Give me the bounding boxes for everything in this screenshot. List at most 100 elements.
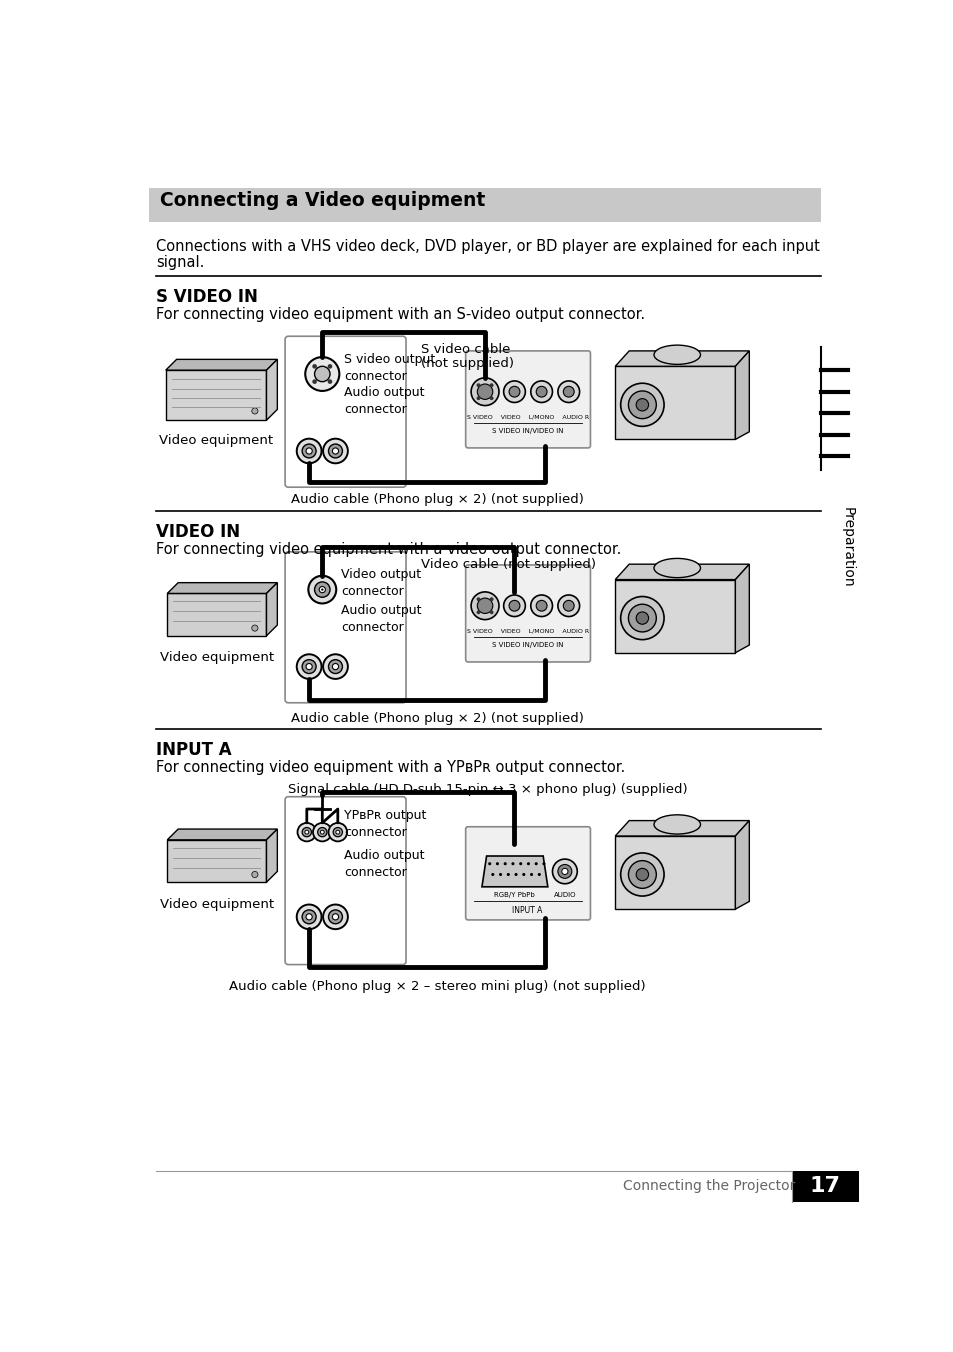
Circle shape bbox=[332, 448, 338, 454]
Circle shape bbox=[306, 448, 312, 454]
Text: Connections with a VHS video deck, DVD player, or BD player are explained for ea: Connections with a VHS video deck, DVD p… bbox=[156, 239, 820, 254]
Text: Video equipment: Video equipment bbox=[160, 652, 274, 664]
Circle shape bbox=[514, 873, 517, 876]
Circle shape bbox=[562, 387, 574, 397]
Circle shape bbox=[327, 380, 332, 384]
Circle shape bbox=[628, 604, 656, 631]
Circle shape bbox=[328, 823, 347, 841]
FancyBboxPatch shape bbox=[285, 337, 406, 487]
Circle shape bbox=[511, 863, 514, 865]
FancyBboxPatch shape bbox=[465, 827, 590, 919]
Text: Audio output
connector: Audio output connector bbox=[344, 385, 424, 416]
Text: S VIDEO IN/VIDEO IN: S VIDEO IN/VIDEO IN bbox=[492, 642, 563, 648]
Circle shape bbox=[297, 823, 315, 841]
Circle shape bbox=[489, 598, 493, 602]
Text: S VIDEO    VIDEO    L/MONO    AUDIO R: S VIDEO VIDEO L/MONO AUDIO R bbox=[466, 415, 588, 420]
Circle shape bbox=[636, 612, 648, 625]
Polygon shape bbox=[166, 370, 266, 420]
Text: INPUT A: INPUT A bbox=[156, 741, 232, 760]
Circle shape bbox=[319, 587, 325, 592]
Circle shape bbox=[476, 598, 493, 614]
Circle shape bbox=[506, 873, 509, 876]
Polygon shape bbox=[735, 564, 748, 653]
Circle shape bbox=[327, 364, 332, 369]
Circle shape bbox=[558, 595, 579, 617]
Ellipse shape bbox=[654, 558, 700, 577]
Circle shape bbox=[509, 387, 519, 397]
Circle shape bbox=[558, 864, 571, 879]
Circle shape bbox=[636, 868, 648, 880]
Circle shape bbox=[489, 610, 493, 614]
Circle shape bbox=[628, 391, 656, 419]
Text: INPUT A: INPUT A bbox=[512, 906, 542, 915]
Circle shape bbox=[302, 660, 315, 673]
Text: RGB/Y PbPb: RGB/Y PbPb bbox=[494, 892, 535, 898]
Circle shape bbox=[296, 438, 321, 464]
Circle shape bbox=[491, 873, 494, 876]
Text: Signal cable (HD D-sub 15-pin ↔ 3 × phono plug) (supplied): Signal cable (HD D-sub 15-pin ↔ 3 × phon… bbox=[288, 783, 687, 796]
Polygon shape bbox=[615, 580, 735, 653]
Text: YPʙPʀ output
connector: YPʙPʀ output connector bbox=[344, 810, 426, 840]
Text: S VIDEO    VIDEO    L/MONO    AUDIO R: S VIDEO VIDEO L/MONO AUDIO R bbox=[466, 629, 588, 634]
Circle shape bbox=[536, 387, 546, 397]
Text: (not supplied): (not supplied) bbox=[421, 357, 514, 370]
Circle shape bbox=[302, 443, 315, 458]
Circle shape bbox=[530, 381, 552, 403]
Circle shape bbox=[530, 595, 552, 617]
Text: Audio output
connector: Audio output connector bbox=[344, 849, 424, 880]
Text: Preparation: Preparation bbox=[840, 507, 854, 588]
Circle shape bbox=[305, 357, 339, 391]
Circle shape bbox=[537, 873, 540, 876]
Text: Connecting the Projector: Connecting the Projector bbox=[622, 1179, 795, 1194]
Circle shape bbox=[488, 863, 491, 865]
Circle shape bbox=[312, 380, 316, 384]
Circle shape bbox=[509, 600, 519, 611]
Circle shape bbox=[296, 654, 321, 679]
Circle shape bbox=[530, 873, 533, 876]
Polygon shape bbox=[615, 821, 748, 836]
FancyBboxPatch shape bbox=[285, 796, 406, 964]
Text: VIDEO IN: VIDEO IN bbox=[156, 523, 240, 541]
Polygon shape bbox=[615, 836, 735, 909]
Circle shape bbox=[536, 600, 546, 611]
Circle shape bbox=[296, 904, 321, 929]
Circle shape bbox=[317, 827, 327, 837]
Text: Audio output
connector: Audio output connector bbox=[340, 604, 421, 634]
Circle shape bbox=[323, 438, 348, 464]
Circle shape bbox=[542, 863, 545, 865]
Polygon shape bbox=[735, 821, 748, 909]
Circle shape bbox=[306, 664, 312, 669]
Circle shape bbox=[320, 830, 324, 834]
FancyBboxPatch shape bbox=[149, 188, 821, 222]
Circle shape bbox=[489, 396, 493, 400]
Circle shape bbox=[323, 904, 348, 929]
Text: Audio cable (Phono plug × 2) (not supplied): Audio cable (Phono plug × 2) (not suppli… bbox=[291, 713, 583, 725]
Polygon shape bbox=[481, 856, 547, 887]
Text: S video output
connector: S video output connector bbox=[344, 353, 435, 383]
Circle shape bbox=[561, 868, 567, 875]
Circle shape bbox=[312, 364, 316, 369]
Circle shape bbox=[498, 873, 501, 876]
Circle shape bbox=[314, 366, 330, 381]
Circle shape bbox=[302, 910, 315, 923]
Text: S VIDEO IN/VIDEO IN: S VIDEO IN/VIDEO IN bbox=[492, 427, 563, 434]
Polygon shape bbox=[266, 360, 277, 420]
Text: Video equipment: Video equipment bbox=[159, 434, 273, 448]
Circle shape bbox=[521, 873, 525, 876]
Text: Audio cable (Phono plug × 2 – stereo mini plug) (not supplied): Audio cable (Phono plug × 2 – stereo min… bbox=[230, 980, 645, 992]
Circle shape bbox=[252, 408, 257, 414]
Circle shape bbox=[302, 827, 311, 837]
Circle shape bbox=[489, 383, 493, 387]
Circle shape bbox=[503, 381, 525, 403]
Circle shape bbox=[252, 872, 257, 877]
Circle shape bbox=[305, 830, 309, 834]
Text: For connecting video equipment with a YPʙPʀ output connector.: For connecting video equipment with a YP… bbox=[156, 760, 625, 775]
Polygon shape bbox=[167, 840, 266, 883]
Circle shape bbox=[496, 863, 498, 865]
Circle shape bbox=[518, 863, 521, 865]
Circle shape bbox=[558, 381, 579, 403]
Circle shape bbox=[328, 660, 342, 673]
Polygon shape bbox=[167, 583, 277, 594]
Polygon shape bbox=[615, 564, 748, 580]
Polygon shape bbox=[266, 829, 277, 883]
